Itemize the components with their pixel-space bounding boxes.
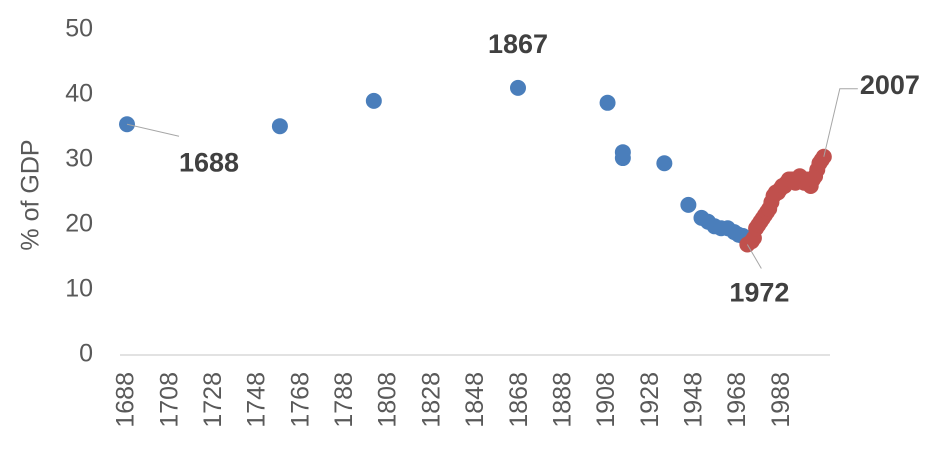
- y-tick-label: 40: [65, 80, 93, 108]
- y-tick-label: 0: [79, 340, 93, 368]
- annotation: 1867: [488, 29, 548, 59]
- annotation: 1972: [729, 278, 789, 308]
- leader-line: [823, 88, 858, 157]
- leader-line: [126, 123, 180, 137]
- y-tick-label: 30: [65, 145, 93, 173]
- x-tick-label: 1948: [680, 372, 708, 428]
- point: [614, 150, 631, 167]
- x-tick-label: 1968: [723, 372, 751, 428]
- x-tick-label: 1828: [417, 372, 445, 428]
- y-tick-label: 10: [65, 275, 93, 303]
- annotation: 2007: [860, 70, 920, 100]
- point: [599, 94, 616, 111]
- x-tick-label: 1848: [461, 372, 489, 428]
- x-tick-label: 1868: [505, 372, 533, 428]
- x-tick-label: 1788: [330, 372, 358, 428]
- x-tick-label: 1708: [155, 372, 183, 428]
- point: [510, 79, 527, 96]
- annotation: 1688: [179, 147, 239, 177]
- x-tick-label: 1908: [592, 372, 620, 428]
- y-tick-label: 20: [65, 210, 93, 238]
- point: [656, 155, 673, 172]
- y-tick-label: 50: [65, 15, 93, 43]
- point: [680, 196, 697, 213]
- x-tick-label: 1808: [374, 372, 402, 428]
- x-tick-label: 1928: [636, 372, 664, 428]
- y-axis-title: % of GDP: [17, 139, 45, 250]
- x-tick-label: 1768: [286, 372, 314, 428]
- x-tick-label: 1888: [548, 372, 576, 428]
- point: [365, 92, 382, 109]
- x-tick-label: 1688: [112, 372, 140, 428]
- x-tick-label: 1748: [243, 372, 271, 428]
- leader-line: [746, 244, 762, 269]
- x-tick-label: 1728: [199, 372, 227, 428]
- x-tick-label: 1988: [767, 372, 795, 428]
- point: [271, 118, 288, 135]
